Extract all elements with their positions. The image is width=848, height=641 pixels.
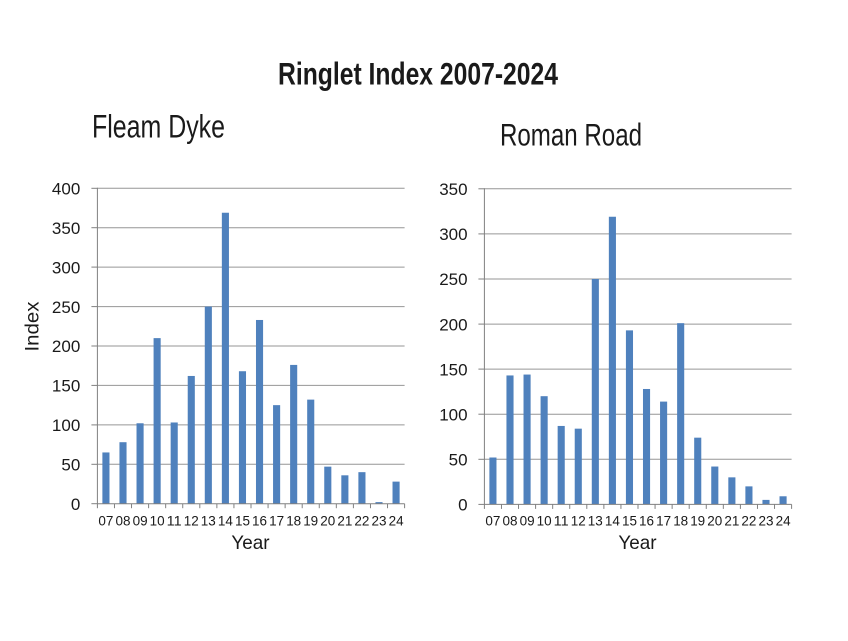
svg-text:50: 50 xyxy=(449,451,468,470)
svg-text:400: 400 xyxy=(52,180,80,199)
svg-text:100: 100 xyxy=(439,405,467,424)
svg-text:08: 08 xyxy=(503,513,518,529)
svg-text:Index: Index xyxy=(22,301,44,351)
svg-text:07: 07 xyxy=(485,513,500,529)
svg-text:23: 23 xyxy=(372,513,387,529)
svg-text:19: 19 xyxy=(303,513,318,529)
svg-text:24: 24 xyxy=(389,513,404,529)
svg-text:19: 19 xyxy=(690,513,705,529)
svg-text:16: 16 xyxy=(252,513,267,529)
svg-text:22: 22 xyxy=(741,513,756,529)
svg-text:0: 0 xyxy=(458,496,467,515)
svg-text:350: 350 xyxy=(439,180,467,199)
svg-text:300: 300 xyxy=(439,225,467,244)
svg-text:350: 350 xyxy=(52,219,80,238)
svg-text:18: 18 xyxy=(673,513,688,529)
svg-text:10: 10 xyxy=(537,513,552,529)
svg-text:17: 17 xyxy=(656,513,671,529)
svg-text:24: 24 xyxy=(776,513,791,529)
svg-text:09: 09 xyxy=(520,513,535,529)
svg-text:Roman Road: Roman Road xyxy=(500,117,642,153)
svg-text:Fleam Dyke: Fleam Dyke xyxy=(92,109,225,145)
svg-text:14: 14 xyxy=(218,513,233,529)
svg-text:11: 11 xyxy=(167,513,182,529)
svg-text:150: 150 xyxy=(439,360,467,379)
svg-text:09: 09 xyxy=(133,513,148,529)
svg-text:12: 12 xyxy=(184,513,199,529)
svg-text:50: 50 xyxy=(61,456,80,475)
svg-text:17: 17 xyxy=(269,513,284,529)
svg-text:11: 11 xyxy=(554,513,569,529)
svg-text:0: 0 xyxy=(71,495,80,514)
svg-text:15: 15 xyxy=(235,513,250,529)
svg-text:21: 21 xyxy=(724,513,739,529)
svg-text:13: 13 xyxy=(201,513,216,529)
svg-text:14: 14 xyxy=(605,513,620,529)
svg-text:21: 21 xyxy=(337,513,352,529)
svg-text:07: 07 xyxy=(98,513,113,529)
svg-text:Year: Year xyxy=(618,532,657,554)
svg-text:22: 22 xyxy=(354,513,369,529)
svg-text:20: 20 xyxy=(320,513,335,529)
svg-text:12: 12 xyxy=(571,513,586,529)
svg-text:100: 100 xyxy=(52,416,80,435)
svg-text:20: 20 xyxy=(707,513,722,529)
svg-text:16: 16 xyxy=(639,513,654,529)
svg-text:10: 10 xyxy=(150,513,165,529)
svg-text:200: 200 xyxy=(52,337,80,356)
svg-text:150: 150 xyxy=(52,377,80,396)
svg-text:200: 200 xyxy=(439,315,467,334)
svg-text:15: 15 xyxy=(622,513,637,529)
svg-text:Ringlet Index 2007-2024: Ringlet Index 2007-2024 xyxy=(278,56,558,92)
svg-text:18: 18 xyxy=(286,513,301,529)
svg-text:250: 250 xyxy=(439,270,467,289)
svg-text:13: 13 xyxy=(588,513,603,529)
svg-text:Year: Year xyxy=(231,532,270,554)
svg-text:23: 23 xyxy=(759,513,774,529)
svg-text:300: 300 xyxy=(52,258,80,277)
svg-text:250: 250 xyxy=(52,298,80,317)
svg-text:08: 08 xyxy=(116,513,131,529)
